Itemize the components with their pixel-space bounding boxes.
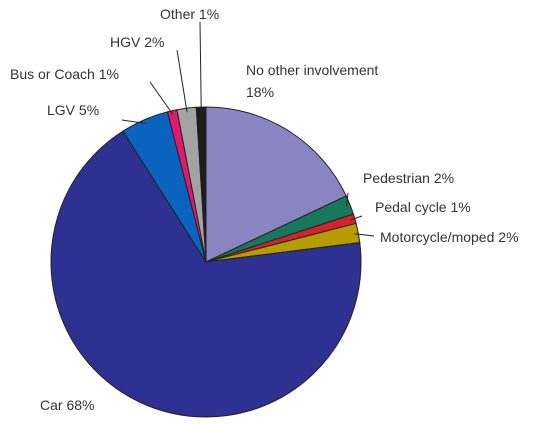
slice-value-label: 1% [450,199,470,215]
slice-label: Pedestrian 2% [363,170,454,186]
pie-slice [50,130,362,418]
slice-value-label: 1% [99,66,119,82]
leader-line [354,233,375,237]
pie-slice [205,106,347,263]
leader-line [199,21,202,112]
slice-label: LGV 5% [47,102,99,118]
slice-value-label: 2% [144,34,164,50]
slice-category: Pedal cycle [375,199,447,215]
slice-value-label: 18% [246,84,274,100]
slice-label: Bus or Coach 1% [10,66,119,82]
leader-line [176,49,188,113]
slice-label: HGV 2% [110,34,164,50]
slice-category: HGV [110,34,141,50]
leader-line [149,81,174,115]
slice-label: Motorcycle/moped 2% [380,229,519,245]
slice-category: No other involvement [246,62,378,78]
leader-line [345,192,349,207]
slice-category: Car [40,397,63,413]
leader-line [350,215,363,221]
slice-label: Car 68% [40,397,94,413]
slice-category: Motorcycle/moped [380,229,494,245]
slice-label: Other 1% [160,6,219,22]
slice-value-label: 2% [498,229,518,245]
slice-label: Pedal cycle 1% [375,199,471,215]
slice-label: No other involvement 18% [246,62,378,100]
slice-value-label: 5% [79,102,99,118]
slice-category: LGV [47,102,76,118]
leader-line [121,119,147,124]
slice-category: Other [160,6,195,22]
slice-category: Bus or Coach [10,66,95,82]
slice-value-label: 68% [66,397,94,413]
slice-value-label: 1% [199,6,219,22]
slice-category: Pedestrian [363,170,430,186]
slice-value-label: 2% [434,170,454,186]
